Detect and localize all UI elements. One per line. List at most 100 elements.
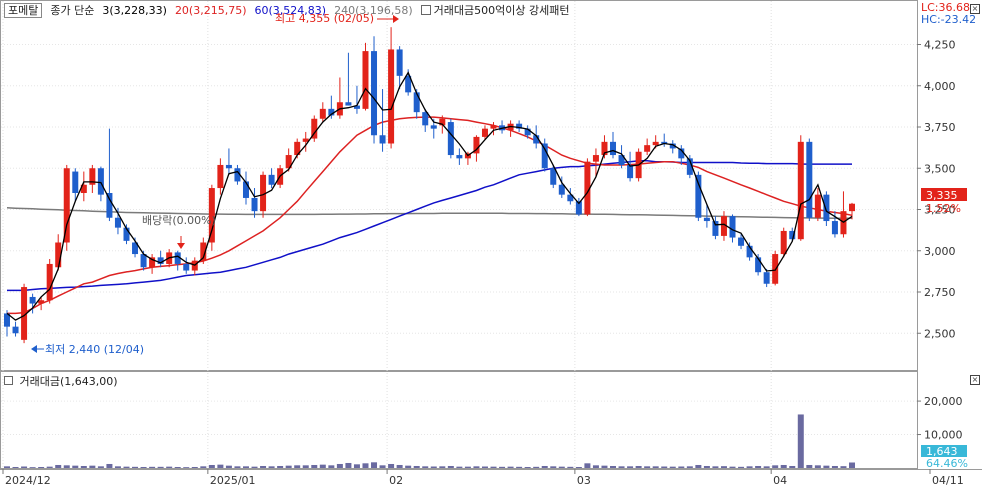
candle-body xyxy=(268,174,275,185)
candle-body xyxy=(823,194,830,222)
volume-bar xyxy=(746,466,753,468)
candle-body xyxy=(746,245,753,258)
candle-body xyxy=(738,237,745,246)
ma3-legend[interactable]: 3(3,228,33) xyxy=(102,3,167,17)
price-tick-label: 2,500 xyxy=(924,327,956,340)
price-panel-close-icon[interactable]: × xyxy=(970,4,980,14)
candle-body xyxy=(302,138,309,142)
arrow-right-icon xyxy=(393,15,399,23)
volume-bar xyxy=(183,467,190,468)
candle-body xyxy=(447,122,454,156)
volume-bar xyxy=(345,462,352,468)
ma240-legend[interactable]: 240(3,196,58) xyxy=(334,3,413,17)
volume-bar xyxy=(268,466,275,468)
volume-bar xyxy=(439,466,446,468)
price-axis-area xyxy=(918,0,982,470)
candle-body xyxy=(132,242,139,255)
volume-bar xyxy=(499,466,506,468)
volume-bar xyxy=(396,464,403,468)
x-tick-label: 04 xyxy=(773,474,787,487)
candle-body xyxy=(473,136,480,154)
volume-bar xyxy=(831,465,838,468)
candle-body xyxy=(618,155,625,165)
candle-body xyxy=(200,242,207,261)
volume-bar xyxy=(661,466,668,468)
pattern-legend[interactable]: 거래대금500억이상 강세패턴 xyxy=(433,4,570,17)
candle-body xyxy=(584,161,591,215)
volume-bar xyxy=(456,466,463,468)
volume-bar xyxy=(149,466,156,468)
volume-bar xyxy=(840,466,847,468)
volume-bar xyxy=(755,465,762,468)
volume-bar xyxy=(294,465,301,468)
ma60-legend[interactable]: 60(3,524,83) xyxy=(254,3,327,17)
volume-legend-box-icon[interactable] xyxy=(4,376,13,385)
volume-bar xyxy=(780,464,787,468)
volume-bar xyxy=(575,466,582,468)
volume-bar xyxy=(225,465,232,468)
volume-bar xyxy=(473,466,480,468)
ma60-line xyxy=(7,160,852,292)
price-panel xyxy=(0,0,918,371)
candle-body xyxy=(627,164,634,179)
volume-bar xyxy=(550,466,557,468)
price-tick-label: 4,000 xyxy=(924,80,956,93)
candle-body xyxy=(149,257,156,268)
candle-body xyxy=(780,230,787,255)
volume-bar xyxy=(405,465,412,468)
volume-bar xyxy=(712,466,719,468)
candle-body xyxy=(413,92,420,113)
volume-tick-label: 10,000 xyxy=(924,429,963,442)
candle-body xyxy=(46,263,53,301)
x-tick-label: 03 xyxy=(577,474,591,487)
volume-bar xyxy=(80,465,87,468)
candle-body xyxy=(183,263,190,271)
volume-bar xyxy=(627,466,634,468)
candle-body xyxy=(140,254,147,268)
symbol-name[interactable]: 포메탈 xyxy=(4,2,43,18)
volume-bar xyxy=(789,465,796,468)
volume-bar xyxy=(447,465,454,468)
candle-body xyxy=(533,135,540,144)
candle-body xyxy=(123,227,130,241)
volume-bar xyxy=(849,462,855,468)
candle-body xyxy=(345,102,352,106)
candle-body xyxy=(703,217,710,222)
volume-bar xyxy=(260,465,267,468)
high-label: 최고 4,355 (02/05) xyxy=(275,12,374,25)
volume-bar xyxy=(490,466,497,468)
candle-body xyxy=(38,300,45,304)
candle-body xyxy=(106,193,113,218)
volume-bar xyxy=(618,466,625,468)
volume-bar xyxy=(422,466,429,468)
volume-bar xyxy=(541,465,548,468)
candle-body xyxy=(63,168,70,243)
candle-body xyxy=(644,145,651,152)
candle-body xyxy=(439,118,446,126)
volume-bar xyxy=(371,462,378,468)
volume-bar xyxy=(217,464,224,468)
volume-bar xyxy=(174,466,181,468)
candle-body xyxy=(353,105,360,109)
x-tick-label: 2024/12 xyxy=(5,474,51,487)
candle-body xyxy=(4,313,10,327)
pattern-checkbox-icon[interactable] xyxy=(420,5,431,15)
price-tick-label: 3,750 xyxy=(924,121,956,134)
candle-body xyxy=(89,168,96,185)
candle-body xyxy=(669,143,676,149)
volume-bar xyxy=(114,466,121,468)
candle-body xyxy=(763,272,770,284)
volume-bar xyxy=(200,466,207,468)
candle-body xyxy=(371,51,378,136)
volume-bar xyxy=(516,466,523,468)
candle-body xyxy=(208,188,215,243)
candle-body xyxy=(806,141,813,218)
volume-bar xyxy=(311,464,318,468)
volume-bar xyxy=(63,465,70,468)
candle-body xyxy=(524,128,531,136)
high-annotation: 최고 4,355 (02/05) xyxy=(275,12,399,25)
ma20-legend[interactable]: 20(3,215,75) xyxy=(174,3,247,17)
low-annotation: 최저 2,440 (12/04) xyxy=(31,343,144,356)
volume-panel-close-icon[interactable]: × xyxy=(970,375,980,385)
